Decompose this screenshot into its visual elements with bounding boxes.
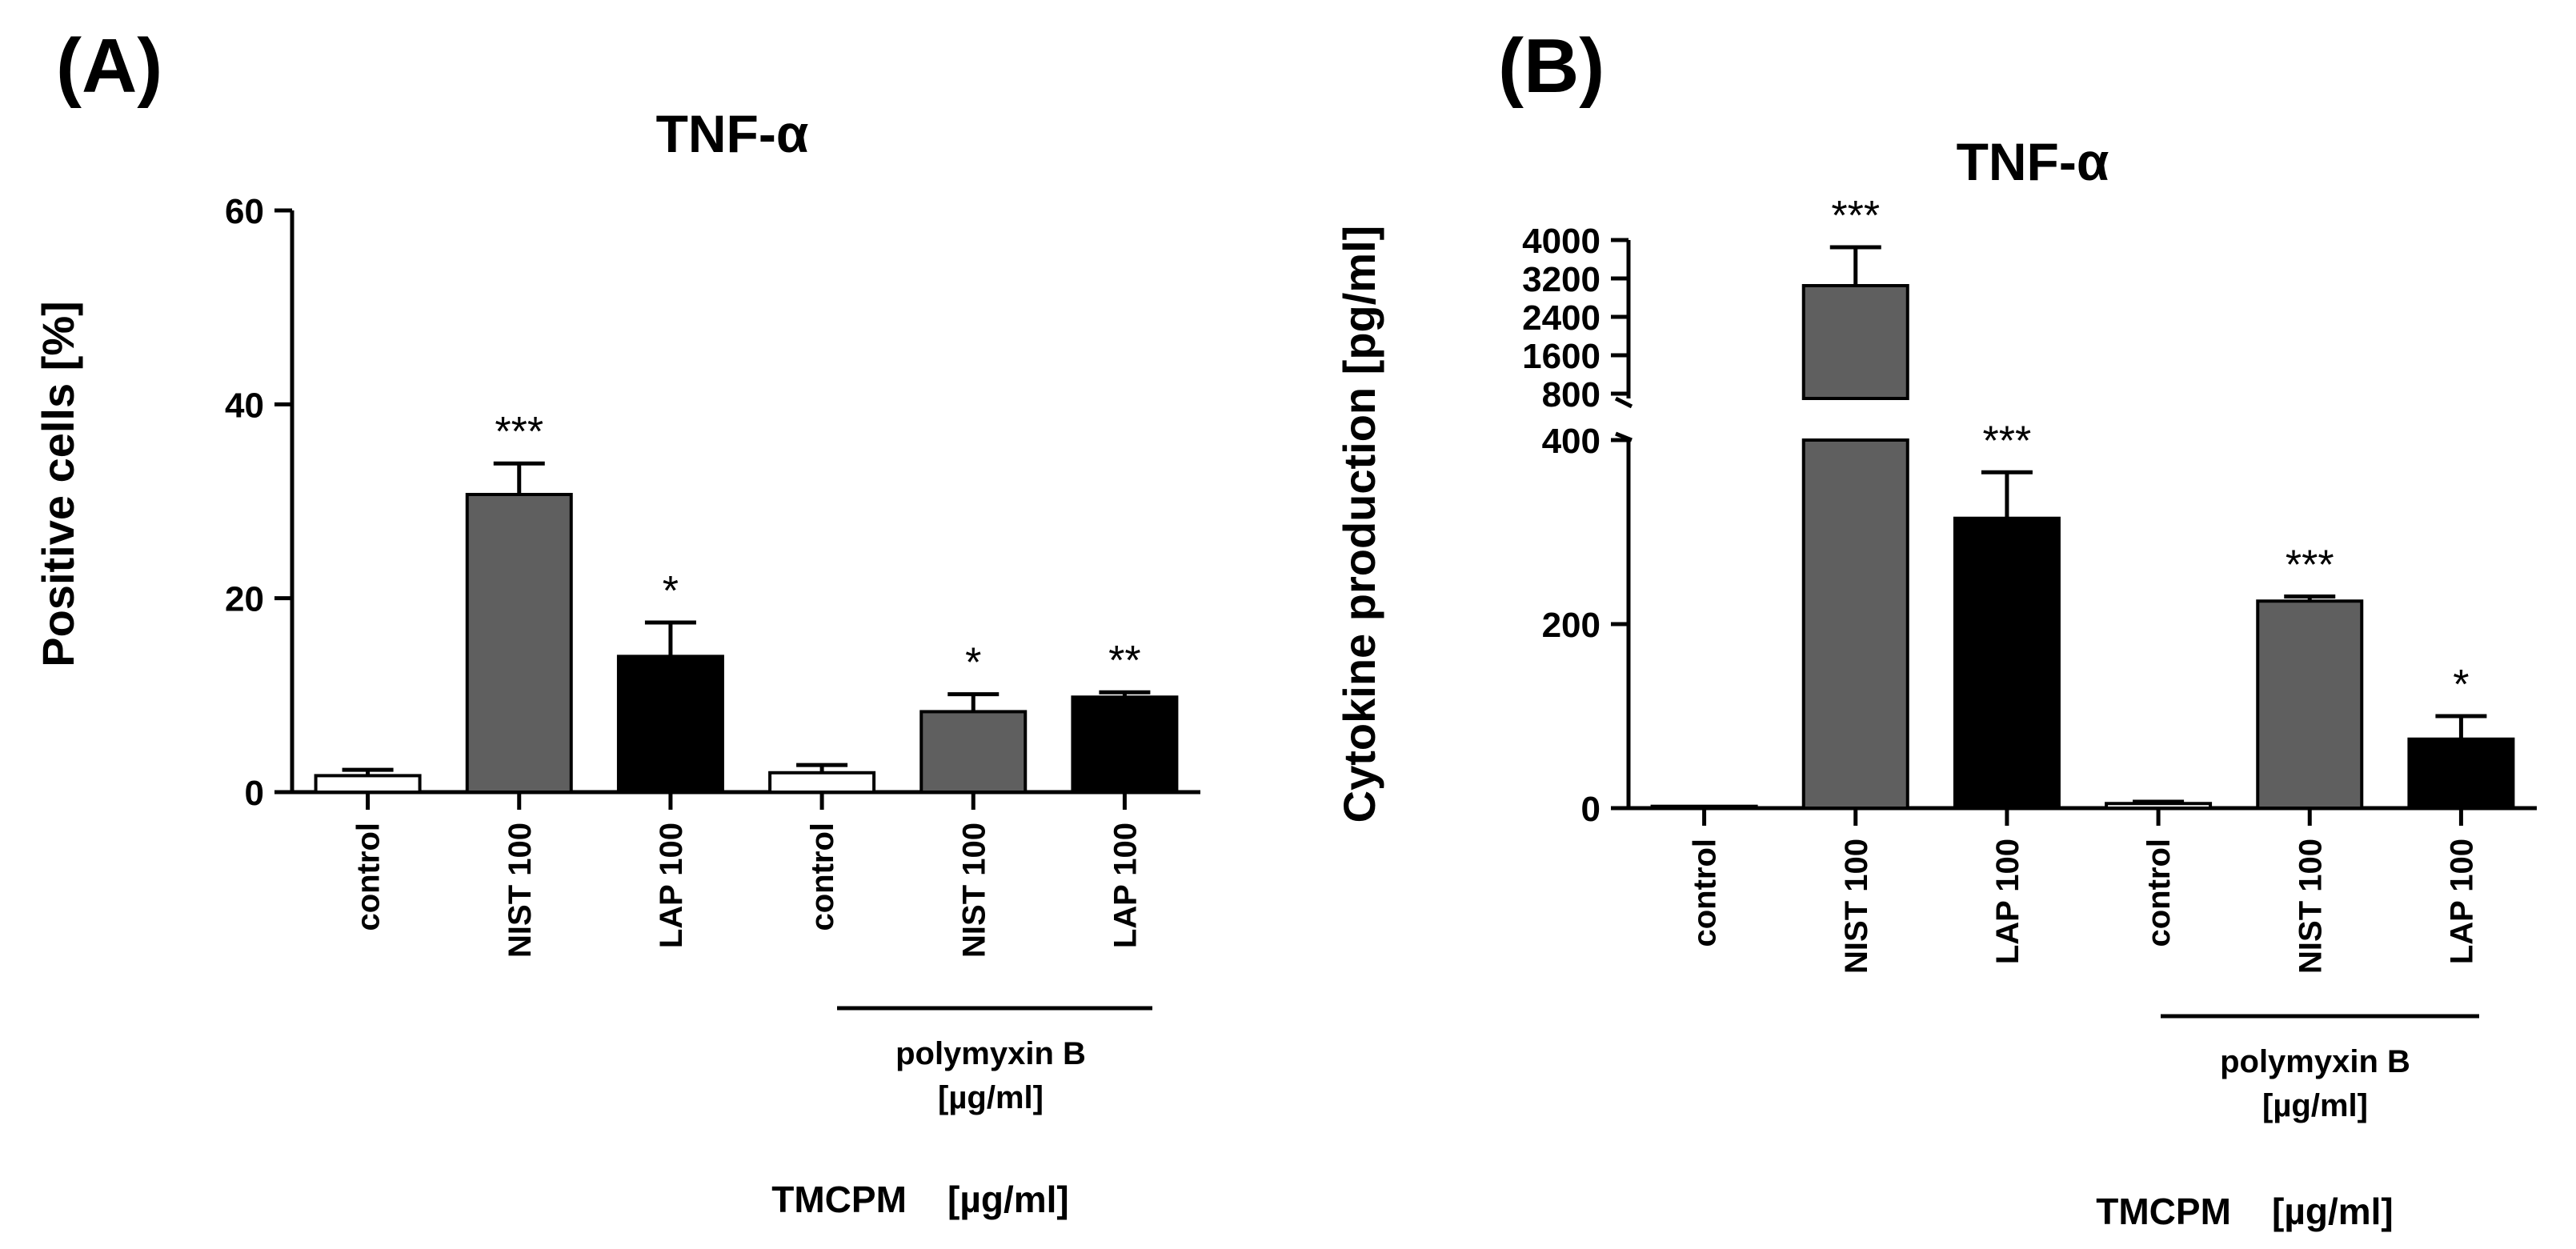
panel-b-ytick-label: 4000 — [1522, 222, 1600, 261]
panel-a-letter: (A) — [56, 23, 162, 109]
panel-a-bar — [919, 710, 1028, 794]
panel-b-axis-break-mark — [1615, 431, 1633, 442]
panel-b-letter: (B) — [1498, 23, 1604, 109]
panel-b-category-label: NIST 100 — [1839, 839, 1874, 974]
panel-a-category-label: control — [351, 823, 387, 931]
panel-a-bar — [616, 655, 724, 794]
panel-b-ytick-label: 0 — [1581, 790, 1600, 829]
panel-b-significance: *** — [1831, 193, 1880, 239]
panel-a-significance: ** — [1108, 638, 1140, 684]
panel-b-bar — [1953, 516, 2061, 810]
panel-b: (B) TNF-α Cytokine production [pg/ml] po… — [1334, 23, 2537, 1232]
panel-b-bar — [2105, 802, 2213, 810]
panel-a-category-label: NIST 100 — [503, 823, 538, 958]
panel-a-category-label: NIST 100 — [956, 823, 992, 958]
panel-a-significance: *** — [495, 409, 543, 455]
panel-b-category-label: control — [1688, 839, 1723, 947]
panel-a-category-label: LAP 100 — [1108, 823, 1143, 948]
panel-b-ytick-label: 200 — [1542, 606, 1600, 645]
panel-a-ytick-label: 0 — [245, 774, 264, 813]
panel-b-group-label-line1: polymyxin B — [2220, 1044, 2410, 1079]
panel-a-significance: * — [663, 568, 679, 614]
panel-b-group-label-line2: [µg/ml] — [2262, 1088, 2368, 1123]
panel-a-title: TNF-α — [656, 104, 809, 163]
panel-b-xlabel: TMCPM [µg/ml] — [2096, 1191, 2393, 1232]
panel-a-category-label: control — [805, 823, 840, 931]
panel-b-title: TNF-α — [1957, 132, 2109, 191]
panel-a: (A) TNF-α Positive cells [%] polymyxin B… — [33, 23, 1200, 1220]
panel-b-significance: *** — [1983, 418, 2032, 464]
panel-b-category-label: LAP 100 — [2444, 839, 2479, 964]
panel-a-bar — [768, 771, 876, 794]
panel-b-significance: * — [2453, 662, 2469, 708]
panel-b-category-label: LAP 100 — [1990, 839, 2025, 964]
panel-a-bar — [1071, 695, 1179, 794]
panel-b-ytick-label: 800 — [1542, 375, 1600, 414]
panel-b-ytick-label: 3200 — [1522, 260, 1600, 299]
panel-a-ytick-label: 40 — [225, 386, 264, 425]
panel-b-ytick-label: 2400 — [1522, 298, 1600, 338]
panel-b-bar — [2256, 599, 2364, 810]
panel-a-xlabel: TMCPM [µg/ml] — [771, 1179, 1068, 1220]
panel-a-ytick-label: 20 — [225, 580, 264, 619]
panel-a-significance: * — [965, 640, 981, 687]
panel-a-group-label-line2: [µg/ml] — [938, 1080, 1044, 1115]
panel-b-category-label: NIST 100 — [2293, 839, 2328, 974]
panel-b-bar — [1650, 804, 1758, 811]
panel-b-bar-upper — [1801, 284, 1909, 400]
panel-b-significance: *** — [2286, 542, 2334, 589]
panel-b-axis-break-mark — [1614, 396, 1633, 409]
panel-a-bar — [314, 774, 422, 795]
panel-b-category-label: control — [2141, 839, 2177, 947]
panel-b-bar — [2407, 737, 2515, 810]
panel-a-group-label-line1: polymyxin B — [895, 1036, 1086, 1071]
panel-b-ylabel: Cytokine production [pg/ml] — [1334, 226, 1384, 823]
panel-a-category-label: LAP 100 — [654, 823, 689, 948]
panel-b-ytick-label: 1600 — [1522, 337, 1600, 376]
panel-b-ytick-label: 400 — [1542, 422, 1600, 461]
panel-a-ylabel: Positive cells [%] — [33, 301, 83, 667]
panel-a-bar — [465, 493, 573, 794]
panel-a-ytick-label: 60 — [225, 192, 264, 231]
panel-b-bar — [1801, 438, 1909, 810]
